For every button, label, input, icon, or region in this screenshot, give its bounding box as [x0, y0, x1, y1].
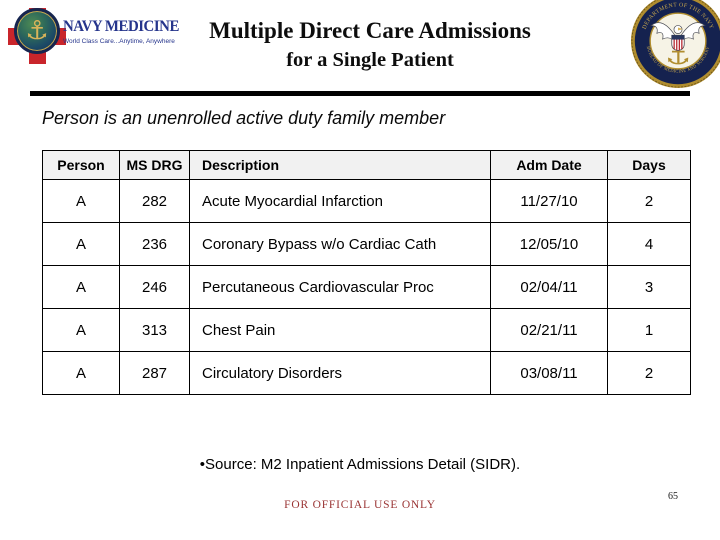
table-row: A 246 Percutaneous Cardiovascular Proc 02/0… — [42, 265, 691, 309]
table-cell: 2 — [607, 179, 691, 223]
navy-medicine-logo: ⚓ NAVY MEDICINE World Class Care...Anyti… — [6, 4, 179, 64]
eagle-beak — [678, 27, 683, 31]
table-cell: 3 — [607, 265, 691, 309]
table-cell: A — [42, 308, 120, 352]
table-cell: 02/04/11 — [490, 265, 608, 309]
classification-marking: FOR OFFICIAL USE ONLY — [284, 499, 436, 511]
table-cell: Chest Pain — [189, 308, 491, 352]
table-cell: 02/21/11 — [490, 308, 608, 352]
table-row: A 287 Circulatory Disorders 03/08/11 2 — [42, 351, 691, 395]
navy-bumed-seal: DEPARTMENT OF THE NAVY BUREAU OF MEDICIN… — [630, 0, 720, 91]
table-header-row: Person MS DRG Description Adm Date Days — [42, 150, 691, 180]
globe-anchor-icon: ⚓ — [14, 8, 60, 54]
table-cell: Coronary Bypass w/o Cardiac Cath — [189, 222, 491, 266]
shield-stripes — [673, 35, 683, 51]
table-cell: 246 — [119, 265, 190, 309]
table-cell: A — [42, 351, 120, 395]
column-header: MS DRG — [119, 150, 190, 180]
slide-title: Multiple Direct Care Admissions for a Si… — [150, 16, 590, 75]
table-cell: 11/27/10 — [490, 179, 608, 223]
navy-seal-icon: DEPARTMENT OF THE NAVY BUREAU OF MEDICIN… — [630, 0, 720, 89]
table-cell: 2 — [607, 351, 691, 395]
table-cell: 282 — [119, 179, 190, 223]
header-divider-line — [30, 91, 690, 96]
table-row: A 313 Chest Pain 02/21/11 1 — [42, 308, 691, 352]
table-cell: 03/08/11 — [490, 351, 608, 395]
source-note: •Source: M2 Inpatient Admissions Detail … — [199, 456, 521, 473]
admissions-table: Person MS DRG Description Adm Date Days A 282… — [42, 150, 691, 395]
table-cell: 236 — [119, 222, 190, 266]
column-header: Adm Date — [490, 150, 608, 180]
table-cell: 313 — [119, 308, 190, 352]
table-cell: 1 — [607, 308, 691, 352]
slide-title-line1: Multiple Direct Care Admissions — [209, 18, 531, 43]
logo-text: NAVY MEDICINE World Class Care...Anytime… — [63, 18, 179, 45]
table-cell: A — [42, 265, 120, 309]
eagle-left-wing — [650, 22, 677, 44]
table-row: A 236 Coronary Bypass w/o Cardiac Cath 12/0… — [42, 222, 691, 266]
table-cell: A — [42, 222, 120, 266]
shield-chief — [671, 35, 685, 40]
table-cell: 287 — [119, 351, 190, 395]
logo-name: NAVY MEDICINE — [63, 18, 179, 35]
slide-title-line2: for a Single Patient — [286, 49, 454, 71]
table-row: A 282 Acute Myocardial Infarction 11/27/10 2 — [42, 179, 691, 223]
column-header: Person — [42, 150, 120, 180]
table-cell: Acute Myocardial Infarction — [189, 179, 491, 223]
column-header: Description — [189, 150, 491, 180]
page-number: 65 — [668, 491, 678, 502]
column-header: Days — [607, 150, 691, 180]
table-cell: A — [42, 179, 120, 223]
table-cell: Circulatory Disorders — [189, 351, 491, 395]
table-cell: Percutaneous Cardiovascular Proc — [189, 265, 491, 309]
anchor-icon: ⚓ — [25, 16, 49, 46]
slide-subtitle: Person is an unenrolled active duty fami… — [42, 108, 446, 128]
table-cell: 4 — [607, 222, 691, 266]
logo-tagline: World Class Care...Anytime, Anywhere — [63, 38, 175, 45]
eagle-right-wing — [679, 22, 706, 44]
table-cell: 12/05/10 — [490, 222, 608, 266]
